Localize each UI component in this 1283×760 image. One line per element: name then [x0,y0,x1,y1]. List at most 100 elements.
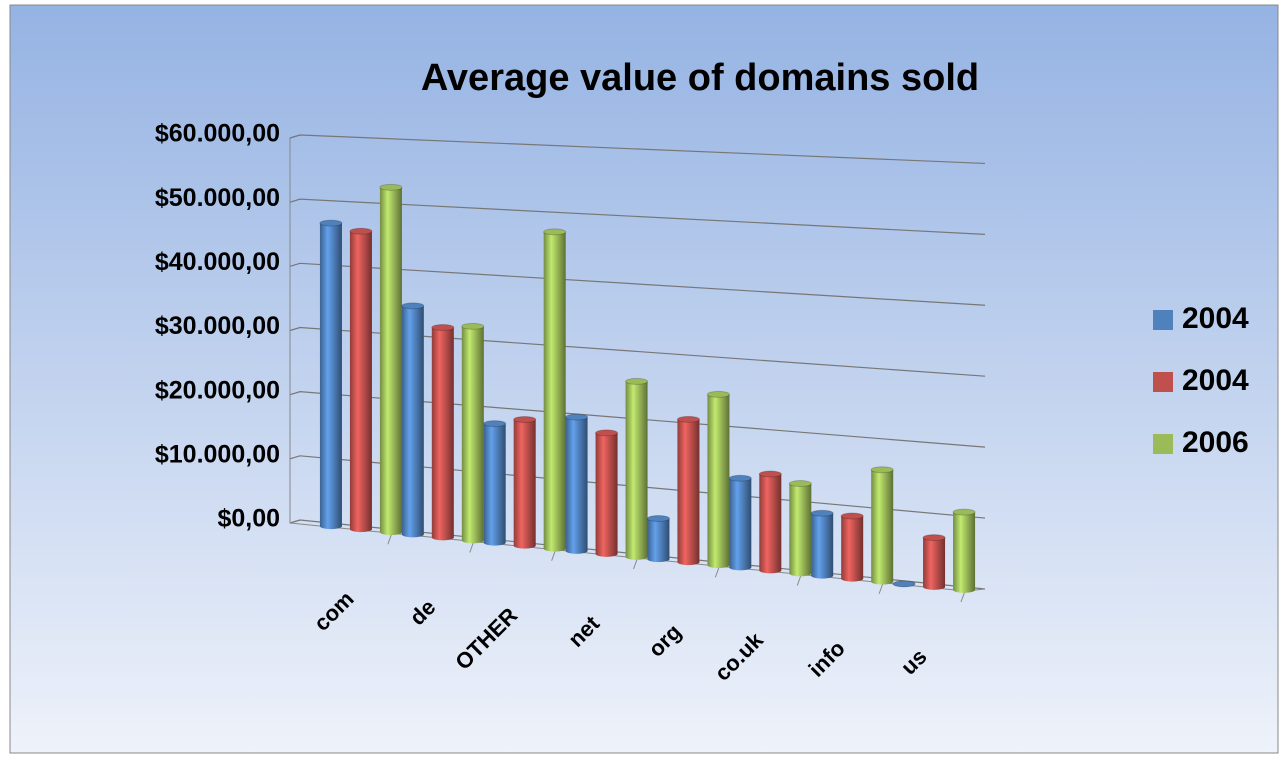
bar [840,512,864,582]
bar-body [625,381,648,557]
y-tick-label: $0,00 [217,505,280,533]
bar-top [922,534,946,542]
bar-base [513,542,536,549]
grid-line [289,519,986,590]
bar-body [841,515,864,579]
y-tick-label: $10.000,00 [155,440,280,468]
bar-base [841,575,864,582]
bar-top [379,183,403,191]
bar-base [707,562,730,569]
bar-body [431,327,454,538]
bar-top [788,480,812,488]
y-tick-label: $50.000,00 [155,184,280,212]
bar [758,470,782,574]
bar-body [647,518,670,560]
legend-label: 2006 [1182,426,1249,459]
bar-top [810,509,834,517]
bar-base [647,556,670,563]
bar-top [840,512,864,520]
bar-body [789,483,812,574]
bar [788,480,812,577]
y-tick-label: $20.000,00 [155,376,280,404]
bar [892,580,916,588]
grid-line [289,455,986,519]
legend-swatch [1153,310,1173,330]
bar-base [923,583,946,590]
bar [922,534,946,590]
grid-line [289,262,986,306]
bar-body [707,394,730,566]
bar-base [953,586,976,593]
bar-top [646,514,670,522]
bar-top [728,474,752,482]
bar-base [677,559,700,566]
bar-base [565,547,588,554]
bar-body [811,513,834,576]
bar [565,413,589,554]
bar-body [729,478,752,568]
bar-base [871,578,894,585]
bar-top [676,415,700,423]
bar-base [759,567,782,574]
bar-top [706,390,730,398]
bar [676,415,700,566]
bar [513,416,537,549]
bar-top [758,470,782,478]
bar-top [401,302,425,310]
bar-body [319,223,342,527]
bar [706,390,730,569]
bar [483,420,507,546]
bar [349,227,373,533]
bar-top [565,413,589,421]
bar-body [513,419,536,546]
bar-base [401,531,424,538]
bar-body [871,469,894,582]
bar-base [543,545,566,552]
bar-body [379,187,402,533]
bar-top [870,466,894,474]
bar [319,219,343,530]
legend-swatch [1153,434,1173,454]
chart-background [9,4,1279,754]
bar [543,228,567,552]
grid-line [289,198,986,235]
y-tick-label: $60.000,00 [155,120,280,148]
bar-top [319,219,343,227]
bar-base [461,537,484,544]
bar-top [483,420,507,428]
bar-base [483,539,506,546]
bar-body [595,432,618,554]
bar-top [513,416,537,424]
bar-top [952,508,976,516]
bar [728,474,752,571]
legend-label: 2004 [1182,364,1249,397]
bar-base [789,570,812,577]
bar-body [677,419,700,563]
bar-top [543,228,567,236]
bar-top [461,322,485,330]
bar [461,322,485,544]
bar-body [543,231,566,549]
bar-top [625,377,649,385]
grid-line [289,134,986,165]
bar-body [483,423,506,543]
bar-top [595,429,619,437]
bar-body [461,326,484,541]
bar [431,324,455,541]
bar-body [923,537,946,587]
bar [379,183,403,536]
bar-top [431,324,455,332]
bar [870,466,894,585]
bar [952,508,976,593]
bar-top [349,227,373,235]
bar-base [811,572,834,579]
bar-base [625,553,648,560]
bar-body [953,512,976,590]
bar-base [595,550,618,557]
grid-line [289,326,986,377]
bar [646,514,670,563]
bar-base [431,534,454,541]
bar-body [349,231,372,530]
bar-base [319,523,342,530]
